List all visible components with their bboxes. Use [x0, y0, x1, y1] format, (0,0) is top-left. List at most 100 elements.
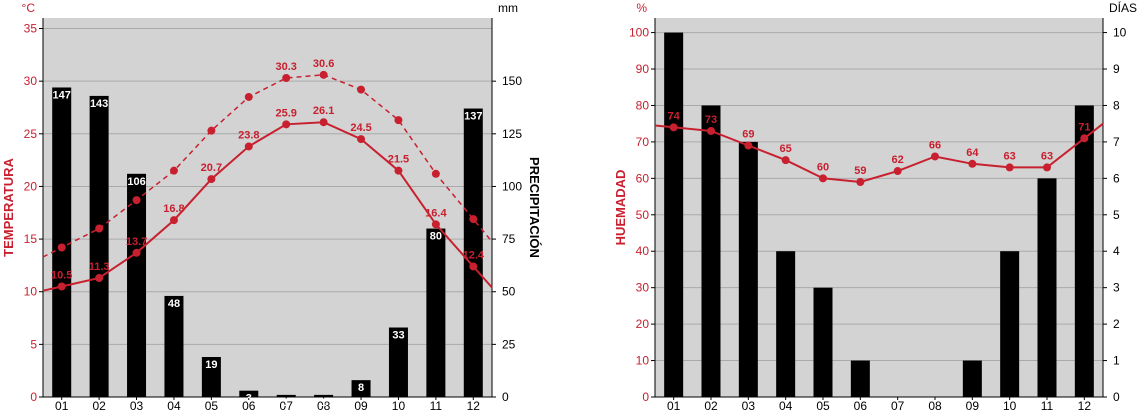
bar — [813, 287, 833, 397]
right-tick-label: 100 — [502, 179, 522, 193]
series-point — [207, 175, 216, 184]
series-point — [282, 120, 291, 129]
series-value-label: 73 — [705, 114, 717, 126]
bar — [239, 390, 259, 397]
series-value-label: 59 — [854, 165, 866, 177]
left-axis-unit: °C — [22, 1, 36, 15]
x-tick-label: 12 — [1078, 399, 1092, 412]
series-point — [57, 243, 66, 252]
x-tick-label: 02 — [704, 399, 718, 412]
left-tick-label: 0 — [642, 390, 649, 404]
left-tick-label: 80 — [636, 98, 650, 112]
left-axis-title: HUEMADAD — [613, 170, 628, 246]
series-point — [431, 220, 440, 229]
series-line-dashed — [42, 74, 493, 258]
bar — [962, 360, 982, 397]
series-value-label: 13.7 — [126, 236, 147, 248]
series-point — [282, 74, 291, 83]
series-value-label: 63 — [1041, 150, 1053, 162]
series-point — [95, 274, 104, 283]
x-tick-label: 05 — [205, 399, 219, 412]
series-point — [169, 216, 178, 225]
series-point — [244, 142, 253, 151]
series-point — [931, 152, 939, 161]
series-point — [744, 141, 753, 150]
left-tick-label: 30 — [636, 281, 650, 295]
series-point — [781, 156, 790, 165]
x-tick-label: 10 — [1003, 399, 1017, 412]
x-tick-label: 06 — [854, 399, 868, 412]
x-tick-label: 11 — [1041, 399, 1054, 412]
right-tick-label: 0 — [1113, 390, 1120, 404]
right-tick-label: 0 — [502, 390, 509, 404]
x-tick-label: 09 — [966, 399, 980, 412]
left-tick-label: 40 — [636, 244, 650, 258]
series-value-label: 65 — [780, 143, 792, 155]
x-tick-label: 07 — [280, 399, 294, 412]
series-point — [95, 224, 104, 233]
series-line — [42, 121, 493, 292]
x-tick-label: 12 — [467, 399, 481, 412]
left-tick-label: 70 — [636, 135, 650, 149]
series-point — [1080, 134, 1089, 143]
left-axis-unit: % — [636, 1, 647, 15]
bar — [1074, 105, 1094, 397]
bar-value-label: 48 — [168, 298, 180, 310]
left-tick-label: 50 — [636, 208, 650, 222]
x-tick-label: 11 — [430, 399, 443, 412]
right-tick-label: 125 — [502, 127, 522, 141]
series-value-label: 30.3 — [275, 61, 296, 73]
bar-value-label: 1 — [321, 397, 327, 409]
left-tick-label: 100 — [629, 26, 649, 40]
x-tick-label: 02 — [92, 399, 106, 412]
bar — [388, 327, 408, 397]
series-value-label: 11.3 — [89, 261, 110, 273]
series-value-label: 66 — [929, 139, 941, 151]
series-point — [319, 70, 328, 79]
bar — [351, 380, 371, 397]
bar — [276, 394, 296, 397]
series-point — [856, 177, 865, 186]
x-tick-label: 10 — [392, 399, 406, 412]
series-point — [132, 248, 141, 257]
series-point — [469, 215, 478, 224]
bar — [1037, 178, 1057, 397]
right-tick-label: 8 — [1113, 98, 1120, 112]
bar — [1000, 251, 1020, 397]
bar-value-label: 19 — [205, 359, 217, 371]
series-point — [394, 116, 403, 125]
series-value-label: 60 — [817, 161, 829, 173]
x-tick-label: 03 — [742, 399, 756, 412]
right-axis-unit: mm — [498, 1, 518, 15]
series-point — [132, 196, 141, 205]
right-tick-label: 10 — [1113, 26, 1127, 40]
right-tick-label: 2 — [1113, 317, 1120, 331]
bar — [127, 173, 147, 397]
left-axis-title: TEMPERATURA — [1, 158, 16, 257]
series-value-label: 30.6 — [313, 58, 334, 70]
series-point — [57, 282, 66, 291]
bar — [701, 105, 721, 397]
right-tick-label: 9 — [1113, 62, 1120, 76]
bar — [201, 356, 221, 397]
series-line — [654, 122, 1104, 184]
right-tick-label: 6 — [1113, 171, 1120, 185]
series-point — [357, 85, 366, 94]
bar — [463, 108, 483, 398]
right-axis-unit: DÍAS — [1109, 0, 1137, 15]
left-tick-label: 20 — [636, 317, 650, 331]
left-tick-label: 5 — [30, 337, 37, 351]
x-tick-label: 03 — [130, 399, 144, 412]
x-tick-label: 09 — [354, 399, 368, 412]
series-value-label: 69 — [742, 129, 754, 141]
series-point — [819, 174, 827, 183]
bar — [664, 32, 684, 397]
series-point — [469, 262, 478, 271]
series-point — [357, 135, 366, 144]
series-value-label: 64 — [966, 147, 979, 159]
bar — [52, 87, 72, 397]
x-tick-label: 01 — [55, 399, 69, 412]
